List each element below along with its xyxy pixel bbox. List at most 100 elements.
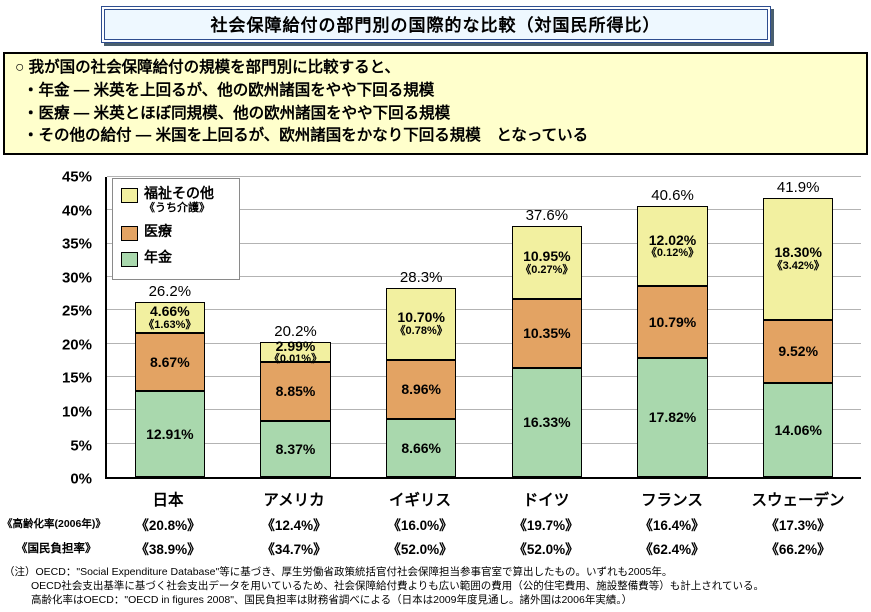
y-axis-tick-35: 35% xyxy=(61,235,92,253)
segment-pension-usa: 8.37% xyxy=(260,421,331,478)
segment-medical-sweden: 9.52% xyxy=(763,319,834,384)
y-axis-tick-30: 30% xyxy=(61,269,92,287)
aging-rate-france: 《16.4%》 xyxy=(639,518,705,534)
y-axis-tick-45: 45% xyxy=(61,168,92,186)
bar-total-sweden: 41.9% xyxy=(776,178,820,196)
segment-pension-germany: 16.33% xyxy=(511,368,583,478)
segment-value-welfare-other-japan: 4.66% xyxy=(149,303,190,320)
summary-note-box: ○ 我が国の社会保障給付の規模を部門別に比較すると、 ・年金 ― 米英を上回るが… xyxy=(3,52,868,156)
segment-welfare-other-france: 12.02% 《0.12%》 xyxy=(637,206,708,287)
footnote-line-2: OECD社会支出基準に基づく社会支出データを用いているため、社会保障給付費よりも… xyxy=(31,579,764,592)
national-burden-uk: 《52.0%》 xyxy=(387,542,453,558)
segment-welfare-other-usa: 2.99% 《0.01%》 xyxy=(260,337,331,365)
page-title: 社会保障給付の部門別の国際的な比較（対国民所得比） xyxy=(103,9,768,40)
segment-medical-usa: 8.85% xyxy=(260,362,331,422)
national-burden-row-label: 《国民負担率》 xyxy=(16,543,97,556)
segment-value-medical-germany: 10.35% xyxy=(523,325,571,342)
segment-sub-value-welfare-other-germany: 《0.27%》 xyxy=(520,263,574,276)
aging-rate-row-label: 《高齢化率(2006年)》 xyxy=(2,518,106,531)
bars-container: 12.91% 8.67% 4.66% 《1.63%》 26.2% 8.37% 8.85% 2.… xyxy=(107,177,861,478)
segment-pension-japan: 12.91% xyxy=(134,391,206,478)
bar-germany: 16.33% 10.35% 10.95% 《0.27%》 37.6% xyxy=(484,177,610,478)
legend-swatch-welfare-other xyxy=(121,188,138,204)
segment-sub-value-welfare-other-france: 《0.12%》 xyxy=(645,247,700,260)
segment-pension-uk: 8.66% xyxy=(385,419,457,478)
y-axis-tick-25: 25% xyxy=(61,302,92,320)
gridline-45 xyxy=(107,176,861,178)
aging-rate-germany: 《19.7%》 xyxy=(513,518,579,534)
summary-line-1: ○ 我が国の社会保障給付の規模を部門別に比較すると、 xyxy=(15,59,401,76)
segment-value-welfare-other-germany: 10.95% xyxy=(523,248,571,265)
bar-total-germany: 37.6% xyxy=(525,207,569,225)
bar-total-usa: 20.2% xyxy=(274,323,317,341)
legend-text-pension: 年金 xyxy=(144,248,172,265)
gridline-5 xyxy=(107,442,861,444)
title-box: 社会保障給付の部門別の国際的な比較（対国民所得比） xyxy=(100,6,771,43)
bar-japan: 12.91% 8.67% 4.66% 《1.63%》 26.2% xyxy=(107,177,233,478)
segment-sub-value-welfare-other-usa: 《0.01%》 xyxy=(268,353,323,366)
segment-value-welfare-other-france: 12.02% xyxy=(648,231,697,248)
segment-medical-uk: 8.96% xyxy=(385,359,457,420)
legend-swatch-pension xyxy=(121,251,138,267)
gridline-40 xyxy=(107,209,861,211)
national-burden-france: 《62.4%》 xyxy=(639,542,705,558)
segment-sub-value-welfare-other-japan: 《1.63%》 xyxy=(143,318,197,331)
category-label-germany: ドイツ xyxy=(522,492,570,510)
summary-line-4: ・その他の給付 ― 米国を上回るが、欧州諸国をかなり下回る規模 となっている xyxy=(23,127,589,145)
segment-value-medical-uk: 8.96% xyxy=(401,381,442,398)
segment-value-welfare-other-uk: 10.70% xyxy=(397,309,445,326)
category-stats-table: 日本 アメリカ イギリス ドイツ フランス スウェーデン《高齢化率(2006年)》 《20.… xyxy=(0,482,861,559)
summary-line-3: ・医療 ― 米英とほぼ同規模、他の欧州諸国をやや下回る規模 xyxy=(23,104,451,122)
legend-item-medical: 医療 xyxy=(121,222,229,241)
stacked-bar-chart: 0% 5% 10% 15% 20% 25% 30% 35% 40% 45% 12.91% 8.67%… xyxy=(62,169,861,488)
segment-value-medical-sweden: 9.52% xyxy=(778,343,819,360)
segment-medical-germany: 10.35% xyxy=(511,299,583,369)
segment-value-medical-france: 10.79% xyxy=(648,314,697,331)
category-label-japan: 日本 xyxy=(152,492,184,510)
segment-value-pension-uk: 8.66% xyxy=(401,439,442,456)
segment-medical-japan: 8.67% xyxy=(134,333,206,392)
y-axis-tick-40: 40% xyxy=(61,202,92,220)
category-label-uk: イギリス xyxy=(388,492,451,510)
bar-uk: 8.66% 8.96% 10.70% 《0.78%》 28.3% xyxy=(358,177,484,478)
bar-total-uk: 28.3% xyxy=(399,269,443,287)
segment-pension-france: 17.82% xyxy=(637,358,708,478)
chart-legend: 福祉その他 《うち介護》医療年金 xyxy=(112,178,240,280)
bar-france: 17.82% 10.79% 12.02% 《0.12%》 40.6% xyxy=(610,177,736,478)
y-axis-tick-5: 5% xyxy=(70,437,92,455)
segment-sub-value-welfare-other-sweden: 《3.42%》 xyxy=(771,259,825,272)
segment-value-pension-germany: 16.33% xyxy=(523,414,571,431)
gridline-15 xyxy=(107,376,861,378)
bar-usa: 8.37% 8.85% 2.99% 《0.01%》 20.2% xyxy=(233,177,359,478)
plot-area: 12.91% 8.67% 4.66% 《1.63%》 26.2% 8.37% 8.85% 2.… xyxy=(105,176,861,480)
national-burden-usa: 《34.7%》 xyxy=(261,542,327,558)
legend-item-welfare-other: 福祉その他 《うち介護》 xyxy=(121,185,229,215)
segment-medical-france: 10.79% xyxy=(637,286,708,359)
aging-rate-sweden: 《17.3%》 xyxy=(765,518,831,534)
segment-value-pension-japan: 12.91% xyxy=(146,425,194,442)
gridline-20 xyxy=(107,342,861,344)
national-burden-japan: 《38.9%》 xyxy=(135,542,201,558)
national-burden-sweden: 《66.2%》 xyxy=(765,542,831,558)
segment-value-welfare-other-sweden: 18.30% xyxy=(774,244,822,261)
bar-total-france: 40.6% xyxy=(651,187,694,205)
gridline-10 xyxy=(107,409,861,411)
category-label-usa: アメリカ xyxy=(263,492,325,510)
legend-text-welfare-other: 福祉その他 《うち介護》 xyxy=(144,185,214,214)
footnote-line-3: 高齢化率はOECD："OECD in figures 2008"、国民負担率は財… xyxy=(31,593,633,606)
segment-value-pension-usa: 8.37% xyxy=(275,440,316,457)
y-axis-tick-0: 0% xyxy=(70,470,92,488)
aging-rate-japan: 《20.8%》 xyxy=(135,518,201,534)
category-label-sweden: スウェーデン xyxy=(751,492,845,510)
segment-value-pension-sweden: 14.06% xyxy=(774,421,822,438)
y-axis-tick-10: 10% xyxy=(61,403,92,421)
gridline-25 xyxy=(107,309,861,311)
legend-text-medical: 医療 xyxy=(144,222,172,239)
footnotes: （注）OECD："Social Expenditure Database"等に基… xyxy=(4,566,867,608)
category-label-france: フランス xyxy=(641,492,703,510)
segment-value-welfare-other-usa: 2.99% xyxy=(275,337,316,354)
footnote-line-1: （注）OECD："Social Expenditure Database"等に基… xyxy=(4,566,673,579)
segment-value-medical-usa: 8.85% xyxy=(275,383,316,400)
legend-swatch-medical xyxy=(121,225,138,241)
